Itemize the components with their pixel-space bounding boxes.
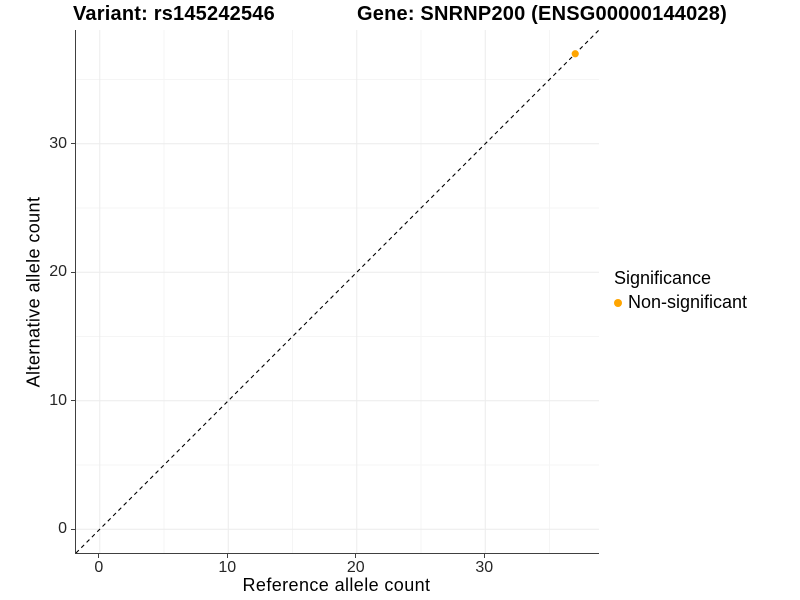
- y-axis-tick: [71, 143, 75, 145]
- legend-point-icon: [614, 298, 622, 307]
- x-tick-label: 30: [475, 559, 494, 576]
- identity-line: [76, 30, 599, 553]
- y-tick-label: 10: [49, 391, 67, 409]
- x-tick-label: 0: [94, 559, 104, 576]
- plot-title-variant: Variant: rs145242546: [73, 3, 275, 25]
- y-axis-tick: [71, 528, 75, 530]
- x-axis-tick: [355, 554, 357, 558]
- y-tick-label: 20: [49, 263, 67, 281]
- data-point: [571, 50, 579, 58]
- legend-title: Significance: [614, 268, 712, 288]
- x-axis-tick: [483, 554, 485, 558]
- x-axis-tick: [98, 554, 100, 558]
- legend-item-non-significant: Non-significant: [614, 292, 747, 313]
- x-axis-tick: [226, 554, 228, 558]
- y-axis-title: Alternative allele count: [23, 196, 44, 388]
- x-tick-label: 20: [346, 559, 365, 576]
- plot-title-gene: Gene: SNRNP200 (ENSG00000144028): [357, 3, 727, 25]
- legend: Significance Non-significant: [614, 268, 747, 313]
- y-tick-label: 0: [58, 520, 67, 538]
- x-axis-title: Reference allele count: [242, 575, 431, 595]
- y-axis-tick: [71, 271, 75, 273]
- y-axis-tick: [71, 400, 75, 402]
- legend-item-label: Non-significant: [628, 292, 748, 312]
- y-tick-label: 30: [49, 134, 67, 152]
- plot-panel: [75, 30, 599, 554]
- x-tick-label: 10: [218, 559, 237, 576]
- plot-canvas: [76, 30, 599, 553]
